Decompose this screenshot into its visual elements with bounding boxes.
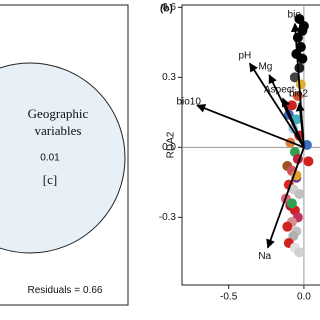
site-point [289,72,300,83]
site-point [286,100,297,111]
loading-label: Mg [258,62,272,73]
loading-label: bio2 [289,89,308,100]
site-point [294,189,305,199]
venn-frame [0,4,129,306]
set-label: variables [35,123,82,138]
site-point [282,221,293,232]
loading-label: pH [238,50,251,61]
loading-arrow [196,104,305,149]
y-axis-label: RDA2 [166,131,177,158]
site-point [294,63,305,73]
set-label: Geographic [28,106,89,121]
x-tick-label: 0.0 [297,292,311,303]
loading-label: bio [288,9,302,20]
residuals-value: 0.66 [83,285,103,296]
loading-arrow [295,102,305,148]
site-point [298,21,309,31]
residuals: Residuals = 0.66 [28,285,103,296]
residuals-label: Residuals = [28,285,81,296]
set-circle [0,62,126,254]
ordination-panel: (b) RDA2 -0.3 0.0 0.3 0.6 -0.5 0.0 pH Mg bio10 Na bi… [159,2,320,303]
plot-frame [181,4,320,286]
site-point [286,198,297,209]
x-tick-label: -0.5 [220,292,238,303]
y-tick-label: -0.3 [159,212,177,223]
fraction-label: [c] [43,172,57,187]
loading-arrow [281,97,305,148]
loading-label: bio10 [176,97,201,108]
loading-arrow [248,62,305,148]
y-tick-label: 0.6 [162,2,176,13]
y-tick-label: 0.0 [162,142,176,153]
site-point [297,53,308,64]
loading-label: Na [258,251,271,262]
site-point [294,247,305,258]
site-point [303,156,314,167]
loading-label: Aspect [264,85,295,96]
panel-label: (b) [160,4,173,15]
venn-panel: Geographic variables 0.01 [c] Residuals = 0.6… [0,62,126,296]
site-point [292,32,303,43]
fraction-value: 0.01 [40,153,60,164]
loading-arrow [266,147,305,249]
y-tick-label: 0.3 [162,72,176,83]
